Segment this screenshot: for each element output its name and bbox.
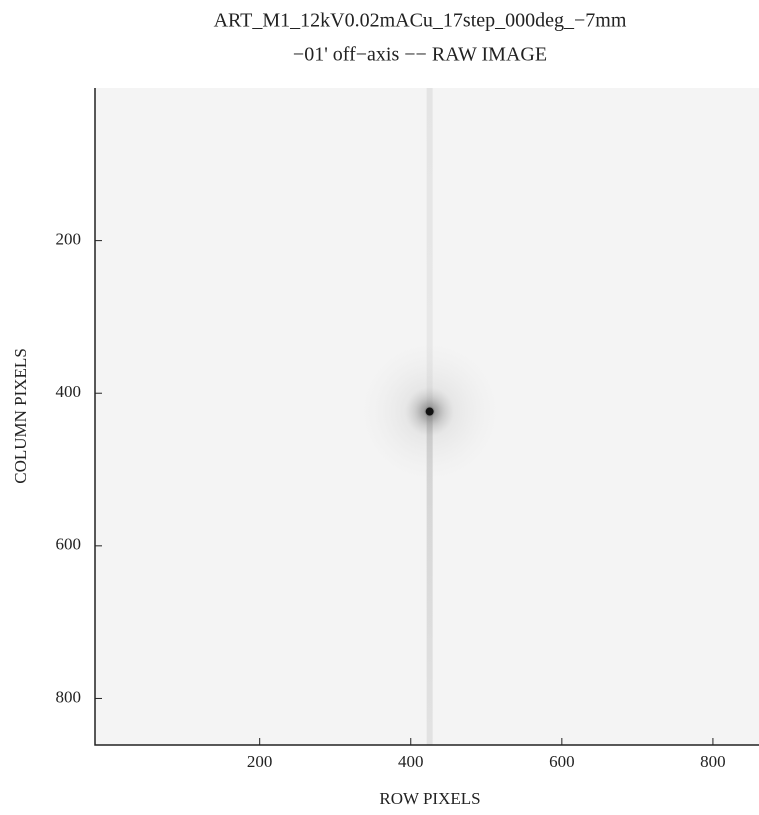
y-axis-label: COLUMN PIXELS (11, 348, 30, 484)
streak (426, 411, 433, 745)
x-tick-label: 800 (700, 752, 726, 771)
x-tick-label: 400 (398, 752, 424, 771)
x-axis-label: ROW PIXELS (379, 789, 480, 808)
x-tick-label: 600 (549, 752, 575, 771)
chart-title: ART_M1_12kV0.02mACu_17step_000deg_−7mm (214, 10, 627, 32)
y-tick-label: 200 (56, 230, 82, 249)
peak-core (425, 407, 434, 416)
y-tick-label: 800 (56, 687, 82, 706)
x-tick-label: 200 (247, 752, 273, 771)
y-tick-label: 400 (56, 382, 82, 401)
plot-frame (94, 88, 759, 746)
chart-subtitle: −01' off−axis −− RAW IMAGE (293, 44, 547, 66)
y-tick-label: 600 (56, 535, 82, 554)
